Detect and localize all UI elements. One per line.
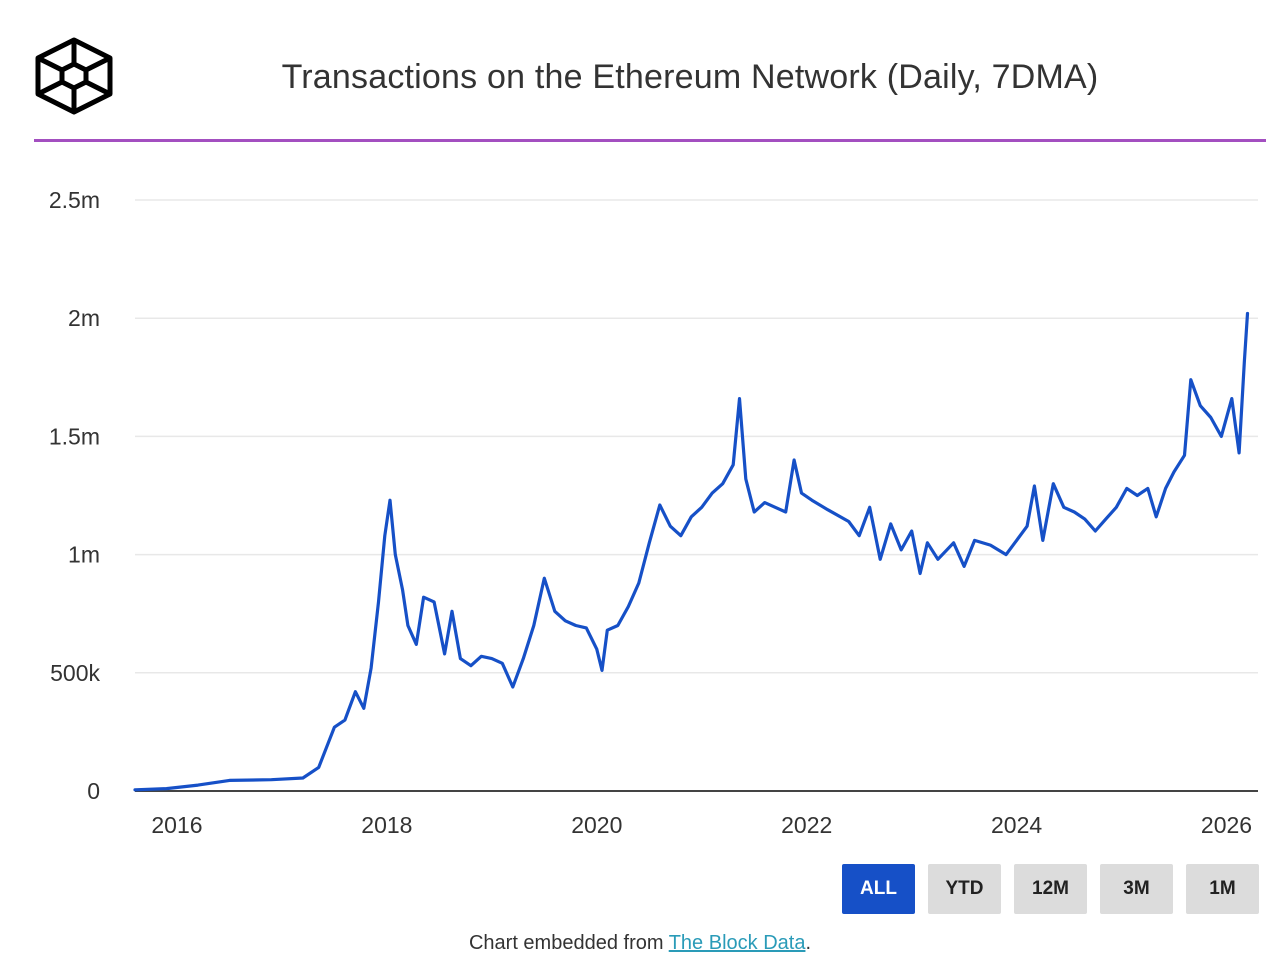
y-tick-label: 1.5m bbox=[49, 423, 100, 449]
line-chart: 0 500k 1m 1.5m 2m 2.5m 2016 2018 2020 2022 2024 202… bbox=[49, 187, 1258, 838]
the-block-cube-logo-icon bbox=[35, 37, 113, 115]
x-tick-label: 2024 bbox=[991, 812, 1042, 838]
series-line-transactions bbox=[133, 311, 1250, 792]
x-tick-label: 2016 bbox=[151, 812, 202, 838]
x-tick-label: 2026 bbox=[1201, 812, 1252, 838]
grid-lines bbox=[135, 199, 1258, 674]
y-tick-label: 1m bbox=[68, 542, 100, 568]
range-button-group: ALL YTD 12M 3M 1M bbox=[842, 864, 1259, 914]
tick-labels: 0 500k 1m 1.5m 2m 2.5m 2016 2018 2020 2022 2024 202… bbox=[49, 187, 1252, 838]
range-button-12m[interactable]: 12M bbox=[1014, 864, 1087, 914]
series bbox=[133, 311, 1250, 792]
chart-title: Transactions on the Ethereum Network (Da… bbox=[281, 58, 1099, 96]
range-button-all[interactable]: ALL bbox=[842, 864, 915, 914]
range-button-1m[interactable]: 1M bbox=[1186, 864, 1259, 914]
the-block-data-link[interactable]: The Block Data bbox=[668, 932, 806, 954]
range-button-ytd[interactable]: YTD bbox=[928, 864, 1001, 914]
x-tick-label: 2022 bbox=[781, 812, 832, 838]
title-divider bbox=[34, 139, 1266, 142]
x-tick-label: 2020 bbox=[571, 812, 622, 838]
y-tick-label: 2m bbox=[68, 305, 100, 331]
footer-prefix: Chart embedded from bbox=[468, 932, 669, 954]
footer-attribution: Chart embedded from The Block Data. bbox=[0, 932, 1280, 955]
y-tick-label: 2.5m bbox=[49, 187, 100, 213]
y-tick-label: 0 bbox=[87, 778, 100, 804]
footer-suffix: . bbox=[805, 932, 812, 954]
range-button-3m[interactable]: 3M bbox=[1100, 864, 1173, 914]
y-tick-label: 500k bbox=[50, 660, 100, 686]
x-tick-label: 2018 bbox=[361, 812, 412, 838]
